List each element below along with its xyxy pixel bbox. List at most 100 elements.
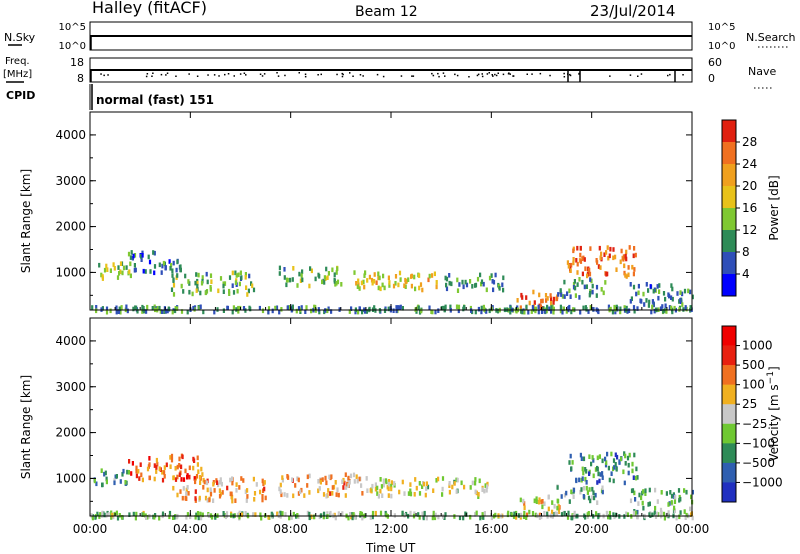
nave-dot (359, 74, 362, 76)
range-cell (519, 305, 522, 310)
range-cell (119, 269, 122, 274)
range-cell (469, 305, 472, 311)
range-cell (537, 309, 540, 315)
range-cell (184, 273, 187, 279)
range-cell (673, 305, 676, 311)
range-cell (178, 472, 181, 477)
range-cell (656, 499, 659, 504)
range-cell (117, 309, 121, 314)
range-cell (583, 284, 586, 290)
range-cell (299, 278, 302, 283)
range-cell (670, 305, 673, 311)
range-cell (531, 305, 534, 310)
range-cell (242, 306, 246, 311)
range-cell (180, 283, 183, 289)
range-cell (118, 513, 121, 518)
range-cell (637, 501, 640, 506)
range-cell (292, 493, 295, 499)
range-cell (591, 283, 594, 289)
range-cell (445, 286, 449, 292)
range-cell (226, 305, 229, 311)
range-cell (200, 515, 203, 521)
range-cell (403, 283, 406, 288)
range-cell (606, 451, 609, 457)
range-cell (444, 512, 447, 517)
range-cell (199, 290, 202, 296)
range-cell (234, 270, 237, 276)
freq-unit-label: [MHz] (3, 69, 32, 80)
range-cell (137, 469, 140, 474)
range-cell (281, 511, 284, 516)
y-tick-label: 1000 (55, 471, 86, 485)
range-cell (246, 494, 249, 499)
range-cell (248, 273, 251, 279)
range-cell (158, 466, 161, 471)
range-cell (450, 281, 453, 287)
range-cell (186, 309, 189, 315)
range-cell (231, 498, 234, 504)
range-cell (153, 463, 156, 468)
range-cell (212, 498, 215, 503)
range-cell (189, 514, 192, 520)
nave-dot (100, 73, 102, 75)
range-cell (579, 259, 583, 264)
range-cell (668, 305, 671, 310)
nave-dot (578, 73, 580, 75)
range-cell (486, 481, 489, 487)
range-cell (357, 309, 360, 315)
range-cell (589, 291, 592, 296)
nave-dot (320, 73, 322, 76)
range-cell (631, 468, 634, 474)
range-cell (196, 462, 199, 467)
range-cell (684, 305, 687, 310)
range-cell (420, 308, 423, 314)
range-cell (172, 283, 176, 288)
nave-dot (495, 74, 498, 77)
colorbar-segment (722, 443, 736, 464)
nave-dot (549, 74, 551, 77)
range-cell (253, 491, 257, 496)
range-cell (572, 260, 575, 266)
range-cell (182, 289, 185, 294)
range-cell (557, 509, 561, 514)
range-cell (306, 474, 309, 480)
range-cell (140, 257, 143, 262)
range-cell (632, 475, 635, 480)
range-cell (119, 479, 122, 484)
range-cell (480, 309, 483, 315)
range-cell (484, 483, 487, 488)
range-cell (329, 510, 332, 516)
range-cell (605, 250, 608, 255)
range-cell (421, 484, 424, 489)
range-cell (668, 293, 671, 299)
range-cell (377, 271, 380, 277)
x-tick-label: 00:00 (675, 522, 710, 536)
range-cell (263, 480, 266, 485)
range-cell (103, 267, 107, 273)
range-cell (163, 465, 166, 470)
range-cell (368, 274, 371, 280)
colorbar-tick-label: 12 (742, 223, 757, 237)
range-cell (232, 305, 235, 310)
nave-dot (341, 75, 344, 78)
range-cell (155, 457, 158, 463)
range-cell (286, 493, 289, 498)
range-cell (197, 515, 200, 521)
range-cell (294, 483, 297, 488)
x-tick-label: 00:00 (73, 522, 108, 536)
range-cell (515, 308, 518, 314)
range-cell (252, 512, 255, 517)
range-cell (549, 293, 552, 298)
range-cell (462, 515, 465, 521)
range-cell (552, 309, 555, 315)
range-cell (571, 515, 574, 521)
range-cell (387, 481, 390, 487)
range-cell (567, 264, 570, 269)
range-cell (329, 491, 332, 496)
colorbar-tick-label: 16 (742, 201, 757, 215)
range-cell (176, 492, 179, 498)
range-cell (259, 489, 262, 495)
range-cell (690, 494, 693, 500)
range-cell (201, 512, 204, 518)
range-cell (185, 496, 188, 501)
